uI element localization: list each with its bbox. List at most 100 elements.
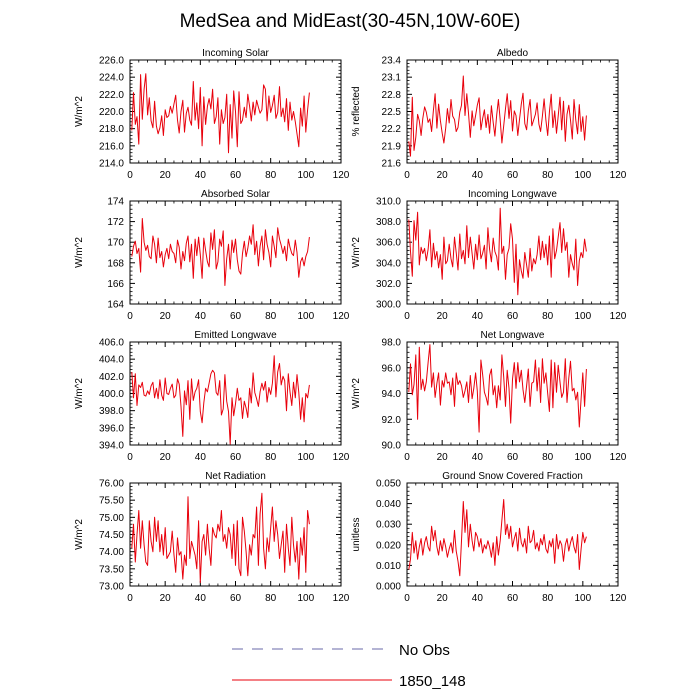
y-tick-label: 302.0 bbox=[376, 279, 401, 290]
x-tick-label: 40 bbox=[472, 593, 484, 604]
series-line-net-radiation bbox=[131, 492, 310, 584]
x-tick-label: 60 bbox=[230, 452, 242, 463]
y-axis-label: W/m^2 bbox=[74, 96, 85, 127]
y-tick-label: 98.0 bbox=[382, 338, 402, 349]
y-tick-label: 166 bbox=[107, 279, 124, 290]
y-tick-label: 306.0 bbox=[376, 238, 401, 249]
x-tick-label: 80 bbox=[265, 593, 277, 604]
x-tick-label: 100 bbox=[574, 311, 591, 322]
panels-container: Incoming Solar W/m^2 0 20 40 60 80 100 120 214.0 2… bbox=[74, 48, 627, 604]
x-tick-label: 100 bbox=[574, 593, 591, 604]
x-tick-label: 20 bbox=[160, 452, 172, 463]
panel-incoming-longwave: Incoming Longwave W/m^2 0 20 40 60 80 100 120 300… bbox=[351, 189, 627, 322]
x-tick-label: 100 bbox=[574, 170, 591, 181]
x-tick-label: 0 bbox=[404, 593, 410, 604]
x-tick-label: 0 bbox=[127, 170, 133, 181]
x-tick-label: 20 bbox=[437, 452, 449, 463]
legend-label-no-obs: No Obs bbox=[399, 642, 450, 659]
plot-frame bbox=[406, 482, 619, 587]
y-axis-label: % reflected bbox=[351, 86, 362, 136]
x-tick-label: 120 bbox=[610, 170, 627, 181]
series-line-incoming-longwave bbox=[408, 207, 587, 296]
y-axis-label: W/m^2 bbox=[74, 519, 85, 550]
x-tick-label: 20 bbox=[160, 311, 172, 322]
y-tick-label: 308.0 bbox=[376, 217, 401, 228]
x-tick-label: 20 bbox=[437, 311, 449, 322]
y-axis-label: W/m^2 bbox=[351, 378, 362, 409]
y-tick-label: 300.0 bbox=[376, 300, 401, 311]
x-tick-label: 20 bbox=[437, 170, 449, 181]
panel-title: Net Radiation bbox=[205, 471, 266, 482]
y-tick-label: 304.0 bbox=[376, 258, 401, 269]
panel-title: Emitted Longwave bbox=[194, 330, 277, 341]
y-tick-label: 172 bbox=[107, 217, 124, 228]
y-tick-label: 0.050 bbox=[376, 479, 401, 490]
x-tick-label: 60 bbox=[230, 170, 242, 181]
x-tick-label: 20 bbox=[437, 593, 449, 604]
y-tick-label: 222.0 bbox=[99, 90, 124, 101]
panel-title: Incoming Longwave bbox=[468, 189, 557, 200]
x-tick-label: 120 bbox=[333, 311, 350, 322]
x-tick-label: 80 bbox=[542, 452, 554, 463]
panel-title: Albedo bbox=[497, 48, 529, 59]
y-tick-label: 394.0 bbox=[99, 441, 124, 452]
y-tick-label: 21.6 bbox=[382, 159, 402, 170]
x-tick-label: 60 bbox=[507, 452, 519, 463]
x-tick-label: 80 bbox=[265, 170, 277, 181]
y-tick-label: 96.0 bbox=[382, 363, 402, 374]
plot-frame bbox=[406, 341, 619, 446]
x-tick-label: 100 bbox=[297, 311, 314, 322]
y-tick-label: 75.50 bbox=[99, 496, 124, 507]
y-tick-label: 224.0 bbox=[99, 73, 124, 84]
y-tick-label: 396.0 bbox=[99, 423, 124, 434]
y-tick-label: 400.0 bbox=[99, 389, 124, 400]
x-tick-label: 100 bbox=[574, 452, 591, 463]
x-tick-label: 80 bbox=[542, 593, 554, 604]
y-tick-label: 310.0 bbox=[376, 197, 401, 208]
x-tick-label: 60 bbox=[230, 311, 242, 322]
y-tick-label: 218.0 bbox=[99, 124, 124, 135]
y-tick-label: 22.2 bbox=[382, 124, 402, 135]
y-tick-label: 0.000 bbox=[376, 582, 401, 593]
y-axis-label: W/m^2 bbox=[74, 378, 85, 409]
x-tick-label: 60 bbox=[507, 170, 519, 181]
x-tick-label: 80 bbox=[542, 170, 554, 181]
y-tick-label: 73.00 bbox=[99, 582, 124, 593]
y-tick-label: 22.8 bbox=[382, 90, 402, 101]
x-tick-label: 0 bbox=[404, 311, 410, 322]
panel-albedo: Albedo % reflected 0 20 40 60 80 100 120 21.6 21.9… bbox=[351, 48, 627, 181]
panel-title: Net Longwave bbox=[481, 330, 545, 341]
x-tick-label: 120 bbox=[610, 311, 627, 322]
x-tick-label: 60 bbox=[507, 593, 519, 604]
x-tick-label: 100 bbox=[297, 170, 314, 181]
series-line-albedo bbox=[408, 75, 587, 157]
y-tick-label: 76.00 bbox=[99, 479, 124, 490]
y-tick-label: 75.00 bbox=[99, 513, 124, 524]
x-tick-label: 0 bbox=[127, 452, 133, 463]
y-tick-label: 0.040 bbox=[376, 499, 401, 510]
y-axis-label: W/m^2 bbox=[74, 237, 85, 268]
y-tick-label: 23.4 bbox=[382, 56, 402, 67]
x-tick-label: 80 bbox=[542, 311, 554, 322]
panel-incoming-solar: Incoming Solar W/m^2 0 20 40 60 80 100 120 214.0 2… bbox=[74, 48, 350, 181]
x-tick-label: 40 bbox=[195, 452, 207, 463]
plot-frame bbox=[406, 59, 619, 164]
series-line-ground-snow-covered-fraction bbox=[408, 499, 587, 577]
y-tick-label: 402.0 bbox=[99, 372, 124, 383]
x-tick-label: 40 bbox=[472, 170, 484, 181]
x-tick-label: 20 bbox=[160, 170, 172, 181]
x-tick-label: 0 bbox=[127, 593, 133, 604]
x-tick-label: 20 bbox=[160, 593, 172, 604]
y-tick-label: 23.1 bbox=[382, 73, 402, 84]
panel-absorbed-solar: Absorbed Solar W/m^2 0 20 40 60 80 100 120 164 166… bbox=[74, 189, 350, 322]
x-tick-label: 120 bbox=[333, 452, 350, 463]
x-tick-label: 80 bbox=[265, 311, 277, 322]
y-tick-label: 216.0 bbox=[99, 141, 124, 152]
y-tick-label: 174 bbox=[107, 197, 124, 208]
y-axis-label: W/m^2 bbox=[351, 237, 362, 268]
x-tick-label: 0 bbox=[404, 452, 410, 463]
y-tick-label: 74.50 bbox=[99, 530, 124, 541]
y-tick-label: 398.0 bbox=[99, 406, 124, 417]
panel-title: Absorbed Solar bbox=[201, 189, 271, 200]
